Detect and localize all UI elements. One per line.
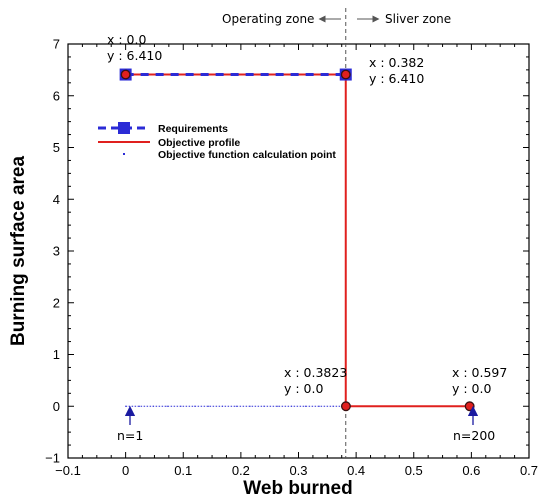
y-tick-label: 5 xyxy=(53,140,60,155)
annotation-p4-y: y : 0.0 xyxy=(452,381,491,396)
calc-point xyxy=(125,405,127,407)
n-last-label: n=200 xyxy=(453,428,495,443)
calc-point xyxy=(138,405,140,407)
annotation-p4-x: x : 0.597 xyxy=(452,365,507,380)
calc-point xyxy=(318,405,320,407)
calc-point xyxy=(194,405,196,407)
x-tick-label: 0.4 xyxy=(347,463,365,478)
calc-point xyxy=(291,405,293,407)
x-tick-label: 0.3 xyxy=(289,463,307,478)
calc-point xyxy=(166,405,168,407)
calc-point xyxy=(332,405,334,407)
legend-calc-point-label: Objective function calculation point xyxy=(158,149,336,161)
key-point-marker xyxy=(340,401,351,412)
n-first-label: n=1 xyxy=(117,428,143,443)
y-tick-labels: −1 0 1 2 3 4 5 6 7 xyxy=(45,37,60,466)
calc-point xyxy=(152,405,154,407)
y-tick-label: 6 xyxy=(53,88,60,103)
y-tick-label: 4 xyxy=(53,192,60,207)
key-point-marker xyxy=(120,69,131,80)
key-point-markers xyxy=(120,69,475,412)
key-point-marker xyxy=(340,69,351,80)
legend-calc-point-swatch xyxy=(123,153,125,155)
y-tick-label: 7 xyxy=(53,37,60,52)
annotation-p2-x: x : 0.382 xyxy=(369,55,424,70)
x-tick-label: 0.6 xyxy=(462,463,480,478)
y-tick-label: −1 xyxy=(45,451,60,466)
x-tick-label: 0.2 xyxy=(232,463,250,478)
calc-point xyxy=(277,405,279,407)
y-tick-label: 1 xyxy=(53,347,60,362)
calc-point xyxy=(235,405,237,407)
x-axis-title: Web burned xyxy=(243,478,352,499)
annotation-p1-x: x : 0.0 xyxy=(107,32,146,47)
calc-point xyxy=(304,405,306,407)
legend: Requirements Objective profile Objective… xyxy=(98,122,336,161)
legend-requirements-marker xyxy=(118,122,130,134)
tick-marks xyxy=(67,43,530,459)
zone-right-label: Sliver zone xyxy=(385,12,451,26)
x-tick-labels: −0.1 0 0.1 0.2 0.3 0.4 0.5 0.6 0.7 xyxy=(55,463,538,478)
calc-point xyxy=(249,405,251,407)
y-tick-label: 3 xyxy=(53,244,60,259)
x-tick-label: 0.1 xyxy=(174,463,192,478)
legend-requirements-label: Requirements xyxy=(158,123,228,135)
calc-point xyxy=(221,405,223,407)
annotation-p2-y: y : 6.410 xyxy=(369,71,424,86)
calc-point xyxy=(180,405,182,407)
y-tick-label: 0 xyxy=(53,399,60,414)
zone-left-label: Operating zone xyxy=(222,12,314,26)
annotation-p3-y: y : 0.0 xyxy=(284,381,323,396)
annotation-p3-x: x : 0.3823 xyxy=(284,365,347,380)
y-tick-label: 2 xyxy=(53,295,60,310)
x-tick-label: 0 xyxy=(122,463,129,478)
x-tick-label: −0.1 xyxy=(55,463,81,478)
calculation-point-marks xyxy=(125,405,334,407)
x-tick-label: 0.5 xyxy=(405,463,423,478)
x-tick-label: 0.7 xyxy=(520,463,538,478)
legend-objective-label: Objective profile xyxy=(158,137,240,149)
key-point-marker xyxy=(464,401,475,412)
y-axis-title: Burning surface area xyxy=(8,156,29,346)
annotation-p1-y: y : 6.410 xyxy=(107,48,162,63)
calc-point xyxy=(263,405,265,407)
calc-point xyxy=(208,405,210,407)
